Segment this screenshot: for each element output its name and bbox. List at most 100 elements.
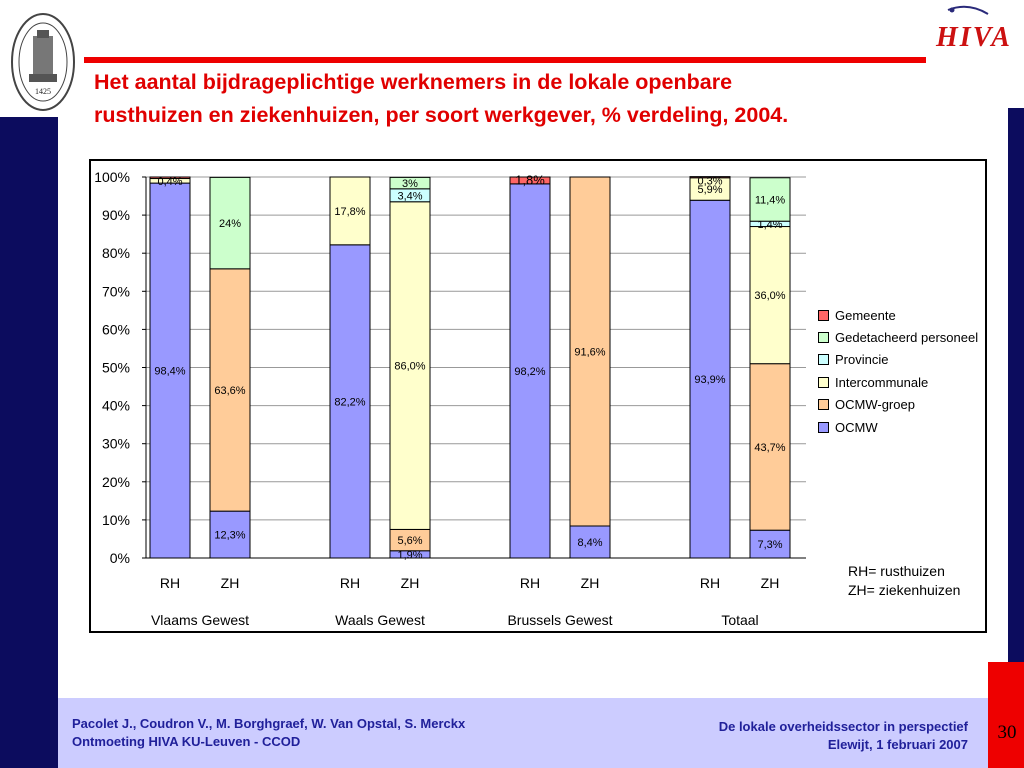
x-category-label: RH: [160, 575, 180, 591]
y-tick-label: 60%: [102, 321, 130, 337]
legend-label: OCMW: [835, 419, 878, 435]
y-tick-label: 40%: [102, 398, 130, 414]
red-corner-block: [988, 662, 1024, 768]
bar-data-label: 98,4%: [154, 366, 185, 378]
bar-segment: [149, 176, 191, 180]
bar-data-label: 36,0%: [754, 290, 785, 302]
bar-data-label: 8,4%: [577, 537, 602, 549]
bar-segment: [149, 182, 191, 559]
y-tick-label: 30%: [102, 436, 130, 452]
bar-data-label: 1,8%: [515, 172, 545, 187]
bar-segment: [509, 176, 551, 185]
page-number: 30: [997, 722, 1017, 743]
note-rh: RH= rusthuizen: [848, 563, 945, 579]
footer-credits: Pacolet J., Coudron V., M. Borghgraef, W…: [72, 715, 465, 751]
bar-data-label: 98,2%: [514, 366, 545, 378]
hiva-logo-text: HIVA: [935, 22, 1012, 53]
x-category-label: ZH: [581, 575, 600, 591]
note-zh: ZH= ziekenhuizen: [848, 582, 961, 598]
bar-data-label: 1,9%: [397, 549, 422, 561]
y-tick-label: 90%: [102, 207, 130, 223]
y-tick-label: 100%: [94, 169, 130, 185]
bar-segment: [569, 176, 611, 527]
bar-data-label: 1,4%: [757, 219, 782, 231]
x-group-label: Brussels Gewest: [507, 612, 612, 628]
bar-data-label: 12,3%: [214, 530, 245, 542]
footer-band: [58, 698, 988, 768]
bar-data-label: 0,3%: [697, 176, 722, 188]
legend-swatch: [818, 309, 829, 321]
footer-event: Ontmoeting HIVA KU-Leuven - CCOD: [72, 734, 301, 749]
y-tick-label: 80%: [102, 245, 130, 261]
bar-segment: [209, 176, 251, 270]
bar-segment: [389, 176, 431, 190]
y-tick-label: 20%: [102, 474, 130, 490]
legend-label: Gedetacheerd personeel: [835, 330, 979, 346]
legend-label: Provincie: [835, 352, 889, 368]
legend-item: Intercommunale: [818, 371, 978, 393]
x-group-label: Totaal: [721, 612, 758, 628]
legend-item: Gemeente: [818, 304, 978, 326]
bar-data-label: 43,7%: [754, 442, 785, 454]
bar-segment: [749, 177, 791, 222]
bar-data-label: 24%: [219, 218, 241, 230]
legend-label: Intercommunale: [835, 374, 929, 390]
x-category-label: RH: [340, 575, 360, 591]
ku-leuven-seal-logo: 1425: [11, 13, 75, 111]
legend-item: Gedetacheerd personeel: [818, 326, 978, 348]
bar-data-label: 86,0%: [394, 361, 425, 373]
x-category-label: RH: [700, 575, 720, 591]
y-tick-label: 10%: [102, 512, 130, 528]
bar-segment: [509, 183, 551, 559]
bar-data-label: 91,6%: [574, 346, 605, 358]
legend-item: OCMW: [818, 416, 978, 438]
title-line-2: rusthuizen en ziekenhuizen, per soort we…: [94, 103, 789, 127]
bar-data-label: 93,9%: [694, 374, 725, 386]
legend-swatch: [818, 399, 829, 411]
bar-segment: [689, 199, 731, 559]
legend-label: Gemeente: [835, 307, 896, 323]
legend-swatch: [818, 332, 829, 344]
legend-item: OCMW-groep: [818, 394, 978, 416]
bar-segment: [749, 529, 791, 559]
bar-segment: [209, 510, 251, 559]
bar-data-label: 63,6%: [214, 385, 245, 397]
footer-presentation: De lokale overheidssector in perspectief: [718, 719, 968, 734]
bar-data-label: 5,9%: [697, 184, 722, 196]
legend-label: OCMW-groep: [835, 397, 915, 413]
bar-data-label: 0,4%: [157, 176, 182, 188]
bar-segment: [749, 226, 791, 365]
right-navy-bar: [1008, 108, 1024, 663]
bar-segment: [689, 176, 731, 179]
legend-swatch: [818, 376, 829, 388]
bar-segment: [329, 176, 371, 246]
title-red-rule: [84, 57, 926, 63]
legend-swatch: [818, 421, 829, 433]
x-category-label: RH: [520, 575, 540, 591]
bar-segment: [569, 525, 611, 559]
y-tick-label: 50%: [102, 360, 130, 376]
bar-segment: [209, 268, 251, 512]
legend-item: Provincie: [818, 349, 978, 371]
title-line-1: Het aantal bijdrageplichtige werknemers …: [94, 70, 733, 94]
bar-segment: [749, 363, 791, 531]
x-group-label: Vlaams Gewest: [151, 612, 249, 628]
x-category-label: ZH: [761, 575, 780, 591]
left-navy-bar: [0, 117, 58, 768]
footer-authors: Pacolet J., Coudron V., M. Borghgraef, W…: [72, 716, 466, 731]
abbreviation-notes: RH= rusthuizen ZH= ziekenhuizen: [848, 562, 960, 600]
bar-data-label: 82,2%: [334, 396, 365, 408]
chart-legend: Gemeente Gedetacheerd personeel Provincie I…: [818, 304, 978, 438]
y-tick-label: 0%: [110, 550, 130, 566]
bar-data-label: 7,3%: [757, 539, 782, 551]
footer-presentation-info: De lokale overheidssector in perspectief…: [719, 718, 968, 754]
slide-title: Het aantal bijdrageplichtige werknemers …: [94, 66, 1014, 132]
footer-place-date: Elewijt, 1 februari 2007: [827, 737, 968, 752]
legend-swatch: [818, 354, 829, 366]
x-category-label: ZH: [401, 575, 420, 591]
bar-data-label: 3,4%: [397, 190, 422, 202]
seal-year: 1425: [35, 87, 51, 96]
x-group-label: Waals Gewest: [335, 612, 425, 628]
hiva-logo: HIVA: [935, 5, 1012, 53]
